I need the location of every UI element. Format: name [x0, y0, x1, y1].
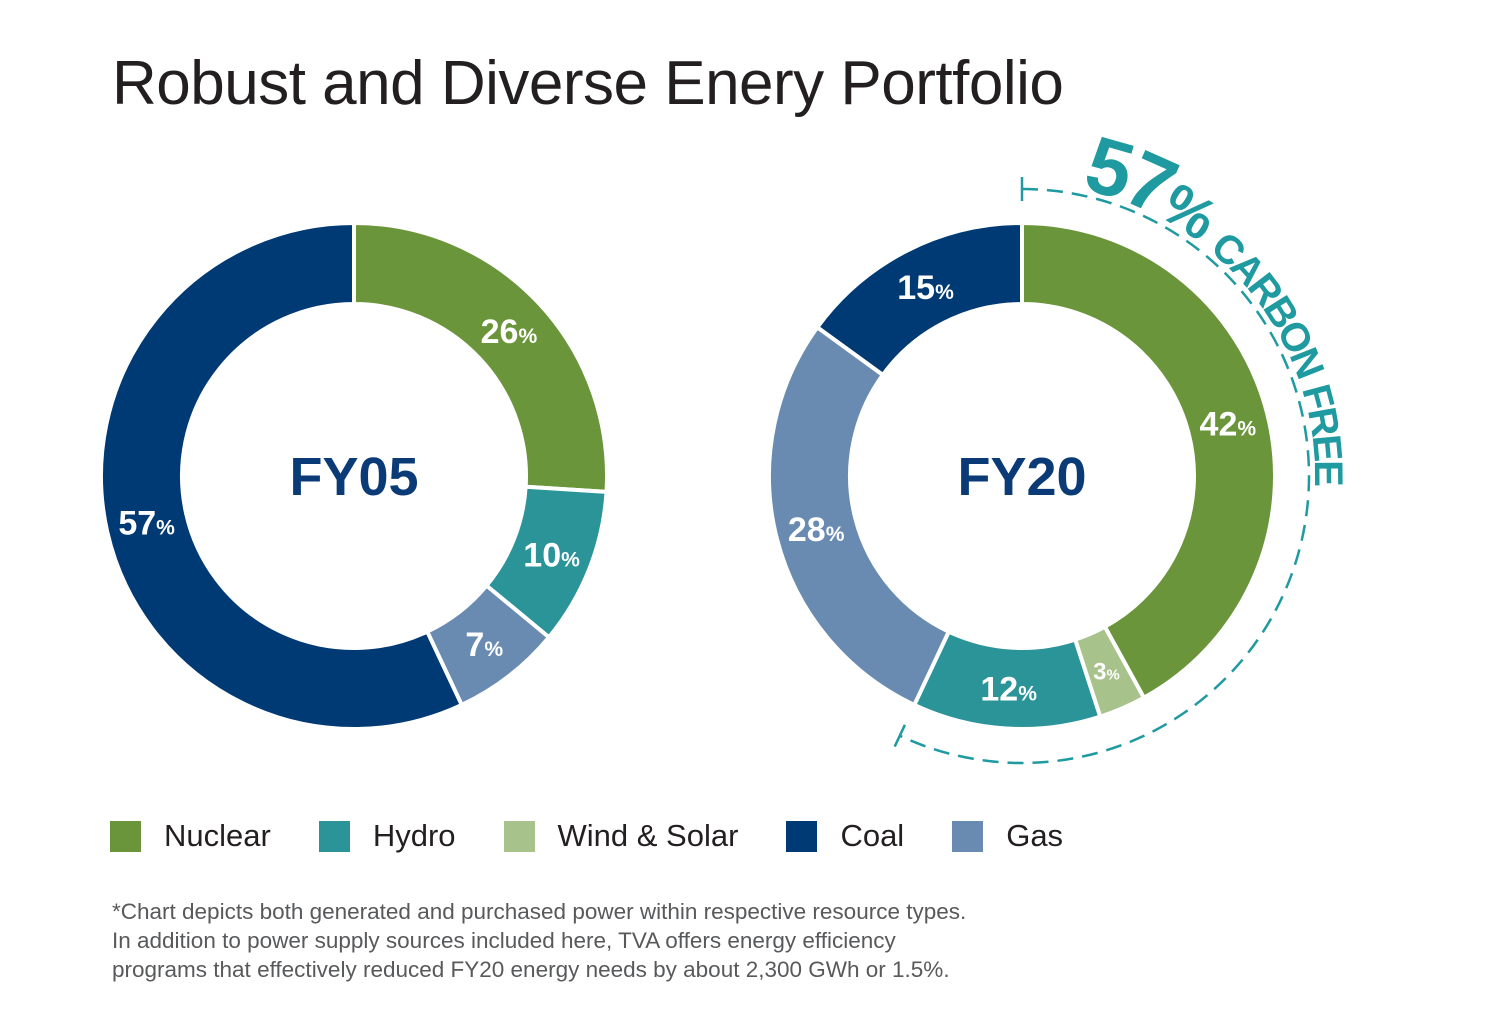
bracket-tick: [893, 724, 907, 748]
slice-label-nuclear: 26%: [481, 313, 538, 351]
slice-label-hydro: 12%: [980, 670, 1037, 708]
carbon-free-bracket: [899, 187, 1311, 765]
legend-item-coal: Coal: [786, 818, 904, 854]
donut-center-label: FY20: [957, 447, 1086, 507]
legend-item-nuclear: Nuclear: [110, 818, 271, 854]
legend-label-wind-solar: Wind & Solar: [557, 818, 739, 853]
legend-label-coal: Coal: [840, 818, 905, 853]
legend-item-gas: Gas: [952, 818, 1063, 854]
footnote-line-2: In addition to power supply sources incl…: [112, 928, 896, 953]
legend-swatch-gas: [952, 820, 984, 852]
donut-fy05: 26% 10% 7% 57% FY05: [99, 220, 609, 731]
slice-gas: [767, 324, 952, 708]
legend: Nuclear Hydro Wind & Solar Coal Gas: [110, 818, 1111, 854]
donut-center-label: FY05: [289, 447, 418, 507]
legend-item-hydro: Hydro: [318, 818, 456, 854]
slice-label-gas: 28%: [788, 511, 845, 549]
slice-label-gas: 7%: [465, 626, 503, 664]
legend-swatch-coal: [786, 820, 818, 852]
slice-label-nuclear: 42%: [1200, 405, 1257, 443]
donut-fy20: 42% 3% 12% 28% 15% FY20: [767, 220, 1277, 731]
footnote-line-1: *Chart depicts both generated and purcha…: [112, 899, 967, 924]
page-title: Robust and Diverse Enery Portfolio: [112, 49, 1064, 118]
slice-label-hydro: 10%: [523, 536, 580, 574]
legend-swatch-nuclear: [110, 820, 141, 852]
legend-label-nuclear: Nuclear: [164, 818, 271, 853]
footnote: *Chart depicts both generated and purcha…: [112, 897, 966, 984]
slice-coal: [99, 220, 465, 731]
slice-label-wind-solar: 3%: [1093, 659, 1120, 686]
legend-swatch-wind-solar: [503, 820, 535, 852]
footnote-line-3: programs that effectively reduced FY20 e…: [112, 957, 950, 982]
legend-label-hydro: Hydro: [372, 818, 456, 853]
slice-label-coal: 15%: [897, 269, 954, 307]
slice-label-coal: 57%: [118, 505, 175, 543]
slice-nuclear: [352, 220, 609, 495]
slice-coal: [814, 220, 1024, 378]
legend-item-wind-solar: Wind & Solar: [503, 818, 739, 854]
legend-label-gas: Gas: [1006, 818, 1064, 853]
legend-swatch-hydro: [318, 820, 350, 852]
slice-nuclear: [1020, 220, 1277, 701]
